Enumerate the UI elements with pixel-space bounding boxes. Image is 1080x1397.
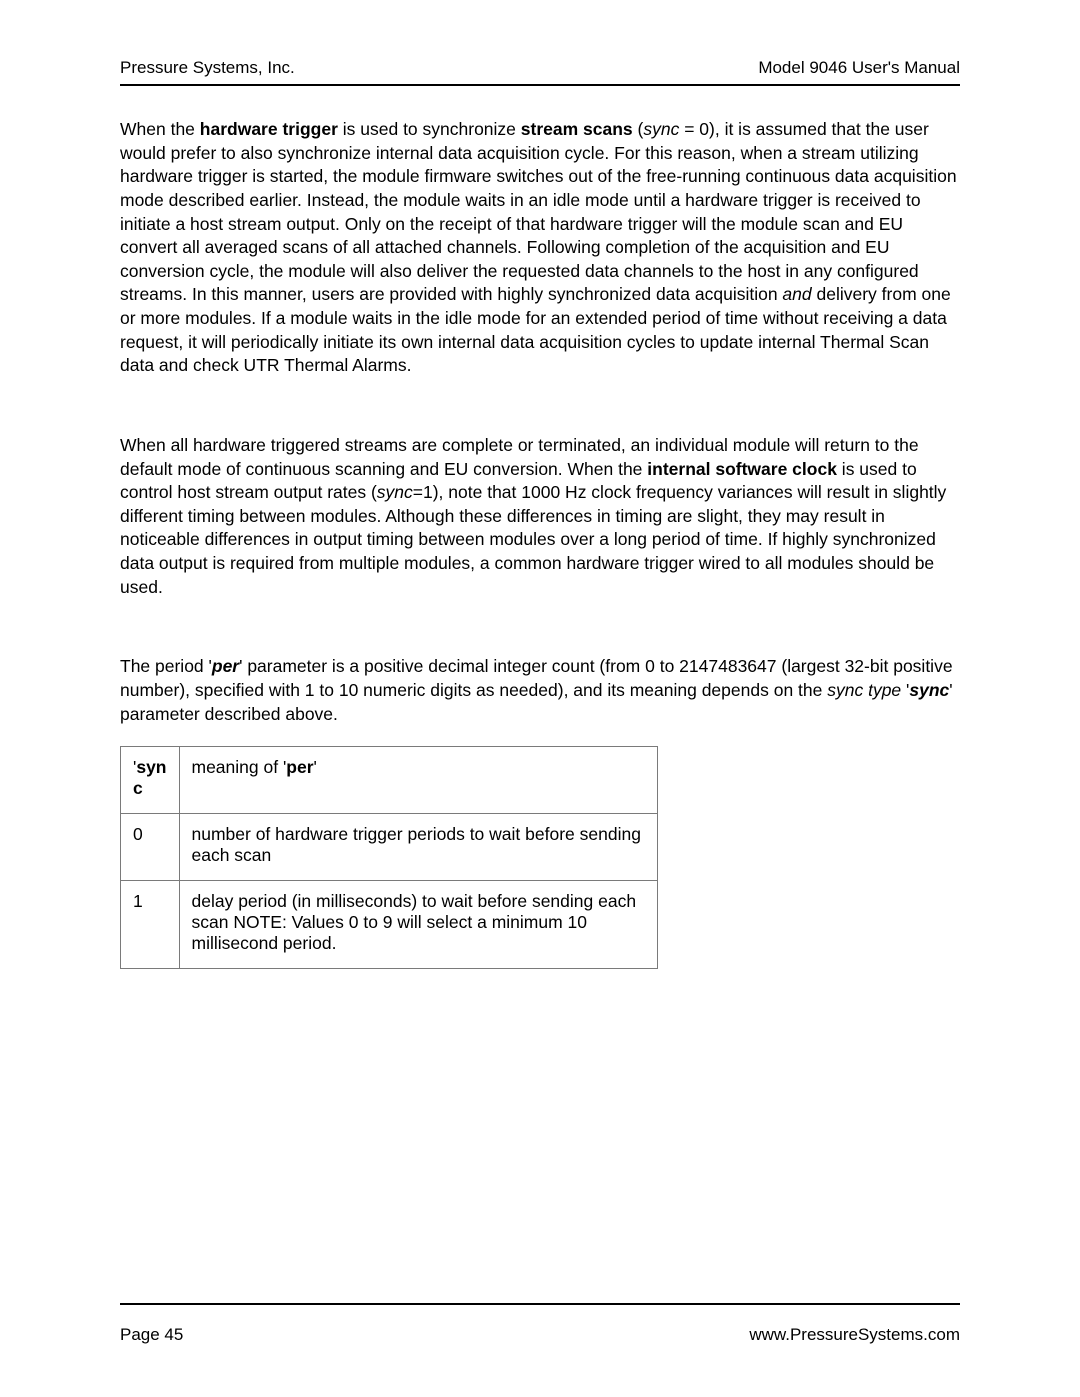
text: = 0), it is assumed that the user would … xyxy=(120,119,957,304)
bold-internal-software-clock: internal software clock xyxy=(647,459,837,479)
bold-stream-scans: stream scans xyxy=(521,119,633,139)
table-header-meaning: meaning of 'per' xyxy=(179,747,657,814)
paragraph-2: When all hardware triggered streams are … xyxy=(120,434,960,599)
text: ( xyxy=(633,119,644,139)
footer-rule xyxy=(120,1303,960,1305)
header-title: Model 9046 User's Manual xyxy=(758,58,960,78)
paragraph-1: When the hardware trigger is used to syn… xyxy=(120,118,960,378)
table-cell-meaning: delay period (in milliseconds) to wait b… xyxy=(179,881,657,969)
text: ' xyxy=(314,757,317,777)
table-header-row: 'sync meaning of 'per' xyxy=(121,747,658,814)
table-header-sync: 'sync xyxy=(121,747,180,814)
italic-and: and xyxy=(782,284,811,304)
bold-per: per xyxy=(286,757,313,777)
footer-row: Page 45 www.PressureSystems.com xyxy=(120,1325,960,1345)
text: is used to synchronize xyxy=(338,119,521,139)
header-company: Pressure Systems, Inc. xyxy=(120,58,295,78)
italic-sync: sync xyxy=(377,482,413,502)
footer-url: www.PressureSystems.com xyxy=(749,1325,960,1345)
bold-italic-per: per xyxy=(212,656,239,676)
italic-sync-type: sync type xyxy=(827,680,901,700)
text: The period ' xyxy=(120,656,212,676)
per-table: 'sync meaning of 'per' 0 number of hardw… xyxy=(120,746,658,969)
table-row: 0 number of hardware trigger periods to … xyxy=(121,814,658,881)
bold-hardware-trigger: hardware trigger xyxy=(200,119,338,139)
text: When the xyxy=(120,119,200,139)
table-cell-sync: 1 xyxy=(121,881,180,969)
paragraph-3: The period 'per' parameter is a positive… xyxy=(120,655,960,726)
table-cell-meaning: number of hardware trigger periods to wa… xyxy=(179,814,657,881)
table-row: 1 delay period (in milliseconds) to wait… xyxy=(121,881,658,969)
page-footer: Page 45 www.PressureSystems.com xyxy=(120,1303,960,1345)
bold-syn: syn xyxy=(136,757,166,777)
page-header: Pressure Systems, Inc. Model 9046 User's… xyxy=(120,58,960,86)
text: meaning of ' xyxy=(192,757,287,777)
bold-c: c xyxy=(133,778,143,798)
footer-page-number: Page 45 xyxy=(120,1325,183,1345)
italic-sync: sync xyxy=(643,119,679,139)
page: Pressure Systems, Inc. Model 9046 User's… xyxy=(0,0,1080,1397)
table-cell-sync: 0 xyxy=(121,814,180,881)
bold-italic-sync: sync xyxy=(909,680,949,700)
